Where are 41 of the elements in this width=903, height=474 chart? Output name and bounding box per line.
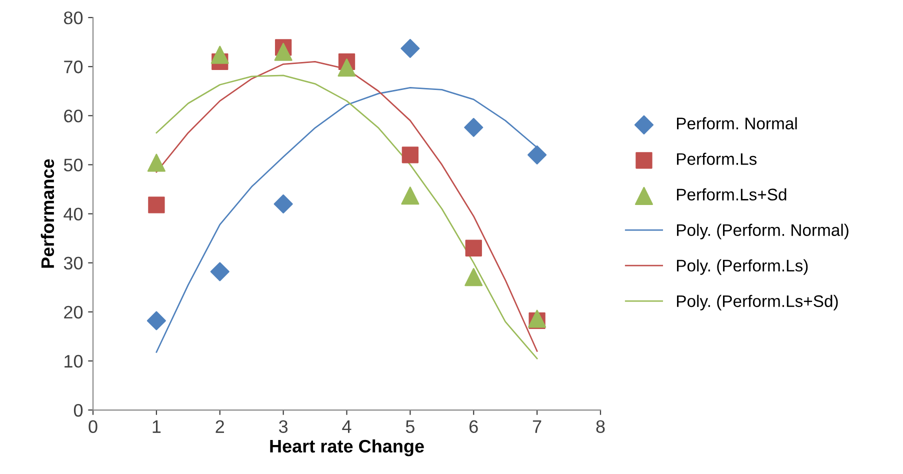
y-tick-label: 70 [64, 60, 83, 74]
y-tick-label: 60 [64, 110, 83, 122]
legend-label: Poly. (Perform. Normal) [677, 224, 848, 240]
x-tick-label: 4 [342, 420, 352, 433]
point [338, 58, 356, 77]
point [401, 186, 420, 205]
y-tick-label: 20 [64, 306, 83, 319]
x-tick-label: 8 [596, 420, 605, 433]
x-tick-label: 6 [470, 420, 478, 433]
y-tick-label: 40 [64, 208, 83, 220]
x-tick-label: 5 [406, 420, 414, 433]
point [465, 240, 482, 256]
point [464, 268, 483, 286]
x-tick-label: 0 [88, 420, 98, 433]
point [528, 145, 547, 164]
point [274, 42, 292, 61]
point [210, 46, 229, 64]
point [210, 262, 230, 282]
point [400, 38, 420, 58]
x-tick-label: 3 [278, 420, 288, 433]
point [148, 196, 165, 214]
y-tick-label: 80 [64, 11, 83, 24]
point [274, 194, 293, 214]
point [464, 118, 484, 137]
point [147, 154, 166, 172]
point [402, 146, 419, 164]
y-tick-label: 50 [64, 158, 83, 172]
legend-label: Perform.Ls [677, 152, 757, 165]
y-axis-title: Performance [40, 159, 54, 268]
x-axis-title: Heart rate Change [270, 439, 424, 456]
x-tick-label: 2 [216, 420, 224, 433]
y-tick-label: 10 [64, 354, 83, 368]
x-tick-label: 1 [152, 420, 161, 433]
legend-label: Poly. (Perform.Ls+Sd) [677, 294, 838, 310]
legend-label: Perform.Ls+Sd [677, 188, 786, 200]
legend-label: Poly. (Perform.Ls) [677, 259, 808, 275]
y-tick-label: 0 [74, 404, 83, 417]
x-tick-label: 7 [532, 420, 542, 433]
y-tick-label: 30 [64, 256, 83, 270]
legend-label: Perform. Normal [677, 117, 797, 130]
point [146, 311, 166, 330]
